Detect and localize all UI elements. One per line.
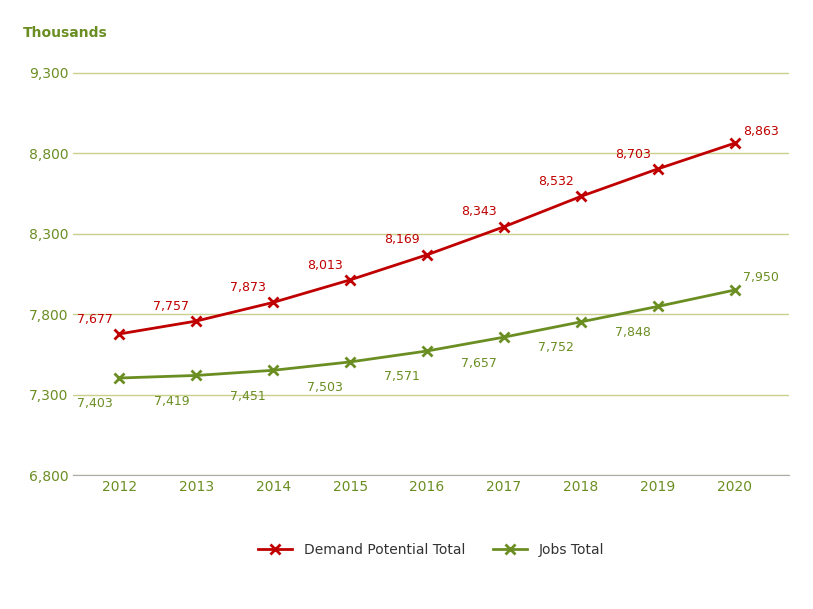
Text: 7,657: 7,657 — [461, 357, 497, 370]
Demand Potential Total — [191, 317, 201, 325]
Jobs Total — [730, 286, 740, 294]
Jobs Total — [115, 375, 124, 382]
Demand Potential Total — [576, 192, 586, 200]
Demand Potential Total — [346, 276, 355, 284]
Text: 7,757: 7,757 — [154, 300, 189, 313]
Text: 7,848: 7,848 — [615, 326, 651, 339]
Demand Potential Total — [730, 139, 740, 147]
Text: 7,873: 7,873 — [230, 281, 266, 294]
Jobs Total — [191, 371, 201, 379]
Jobs Total — [422, 347, 432, 354]
Line: Demand Potential Total: Demand Potential Total — [115, 138, 740, 339]
Text: 7,752: 7,752 — [538, 341, 574, 354]
Jobs Total — [268, 367, 278, 374]
Demand Potential Total — [115, 330, 124, 337]
Demand Potential Total — [268, 299, 278, 306]
Text: 8,532: 8,532 — [538, 175, 574, 188]
Jobs Total — [346, 358, 355, 365]
Text: 7,503: 7,503 — [307, 381, 343, 395]
Text: 8,343: 8,343 — [462, 205, 497, 219]
Line: Jobs Total: Jobs Total — [115, 285, 740, 383]
Text: 8,703: 8,703 — [615, 147, 651, 161]
Text: 8,013: 8,013 — [307, 259, 343, 272]
Demand Potential Total — [653, 165, 663, 172]
Text: 8,863: 8,863 — [743, 125, 779, 138]
Jobs Total — [576, 319, 586, 326]
Text: 7,403: 7,403 — [76, 398, 112, 410]
Text: 7,571: 7,571 — [385, 370, 420, 384]
Text: Thousands: Thousands — [23, 26, 108, 40]
Text: 7,451: 7,451 — [231, 390, 266, 403]
Legend: Demand Potential Total, Jobs Total: Demand Potential Total, Jobs Total — [252, 537, 610, 563]
Text: 7,677: 7,677 — [76, 312, 112, 326]
Text: 7,419: 7,419 — [154, 395, 189, 408]
Demand Potential Total — [422, 251, 432, 258]
Jobs Total — [653, 303, 663, 310]
Demand Potential Total — [499, 223, 509, 230]
Jobs Total — [499, 334, 509, 341]
Text: 7,950: 7,950 — [743, 272, 779, 284]
Text: 8,169: 8,169 — [385, 233, 420, 247]
